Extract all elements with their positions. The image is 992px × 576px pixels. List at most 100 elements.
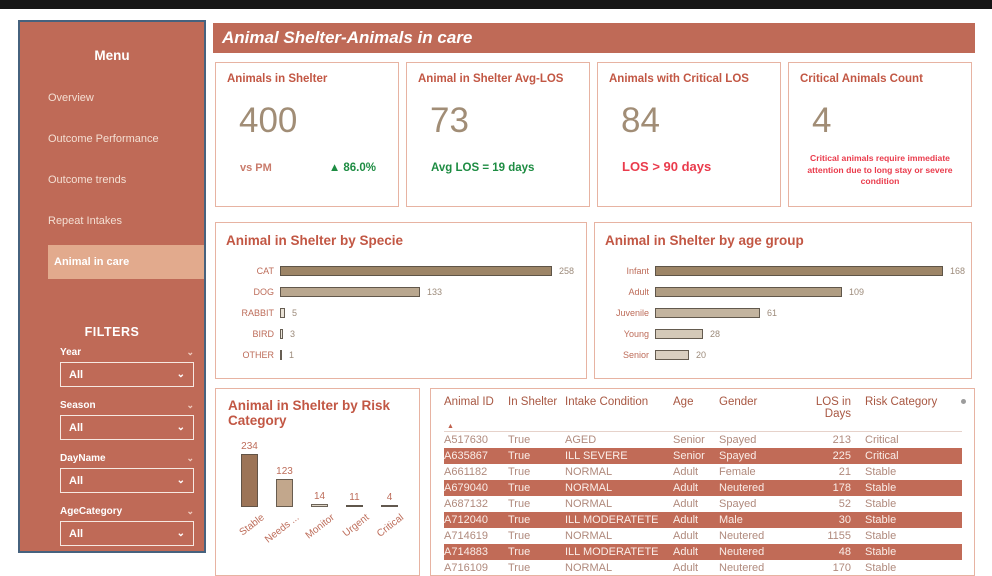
table-cell: True xyxy=(508,562,531,574)
chart-title-specie: Animal in Shelter by Specie xyxy=(226,233,404,248)
chart-title-age-group: Animal in Shelter by age group xyxy=(605,233,804,248)
sidebar-item-outcome-trends[interactable]: Outcome trends xyxy=(48,174,127,186)
bar-value-label: 28 xyxy=(710,328,721,339)
chevron-down-icon[interactable]: ⌄ xyxy=(186,347,194,357)
column-header-risk-category[interactable]: Risk Category xyxy=(865,396,938,408)
bar xyxy=(655,265,943,276)
table-cell: ILL MODERATETE xyxy=(565,514,659,526)
table-cell: Stable xyxy=(865,466,897,478)
filter-label-row-year: Year ⌄ xyxy=(60,347,194,358)
bar-row-cat[interactable]: CAT 258 xyxy=(226,260,576,281)
column-header-gender[interactable]: Gender xyxy=(719,396,758,408)
filter-label: Year xyxy=(60,347,82,358)
bar xyxy=(280,286,420,297)
bar-row-infant[interactable]: Infant 168 xyxy=(605,260,965,281)
filter-label-row-agecategory: AgeCategory ⌄ xyxy=(60,506,194,517)
bar-category-label: Juvenile xyxy=(615,307,649,318)
column-bar xyxy=(241,454,258,507)
bar-value-label: 133 xyxy=(427,286,443,297)
table-row[interactable]: A714619 True NORMAL Adult Neutered 1155 Stable xyxy=(444,528,962,544)
table-cell: 52 xyxy=(838,498,851,510)
bar-value-label: 168 xyxy=(950,265,966,276)
sidebar-item-outcome-performance[interactable]: Outcome Performance xyxy=(48,133,159,145)
table-row[interactable]: A714883 True ILL MODERATETE Adult Neutered 48… xyxy=(444,544,962,560)
table-row[interactable]: A712040 True ILL MODERATETE Adult Male 30 Stab… xyxy=(444,512,962,528)
chevron-down-icon: ⌄ xyxy=(176,369,185,380)
filter-dropdown-agecategory[interactable]: All ⌄ xyxy=(60,521,194,546)
table-cell: A687132 xyxy=(444,498,489,510)
risk-axis-label: Monitor xyxy=(303,512,337,542)
filter-label-row-season: Season ⌄ xyxy=(60,400,194,411)
table-cell: Spayed xyxy=(719,434,757,446)
kpi-card-critical-animals-count: Critical Animals Count 4 Critical animals … xyxy=(788,62,972,207)
chevron-down-icon[interactable]: ⌄ xyxy=(186,453,194,463)
risk-column-monitor[interactable]: 14 xyxy=(302,491,337,507)
chevron-down-icon[interactable]: ⌄ xyxy=(186,506,194,516)
report-title-bar: Animal Shelter-Animals in care xyxy=(213,23,975,53)
sidebar-item-overview[interactable]: Overview xyxy=(48,92,94,104)
bar-row-other[interactable]: OTHER 1 xyxy=(226,344,576,365)
kpi-note: Critical animals require immediate atten… xyxy=(807,153,953,187)
bar-row-dog[interactable]: DOG 133 xyxy=(226,281,576,302)
table-cell: Neutered xyxy=(719,546,765,558)
bar-row-young[interactable]: Young 28 xyxy=(605,323,961,344)
table-cell: Stable xyxy=(865,482,897,494)
table-cell: 48 xyxy=(838,546,851,558)
table-row[interactable]: A679040 True NORMAL Adult Neutered 178 Stable xyxy=(444,480,962,496)
bar-row-senior[interactable]: Senior 20 xyxy=(605,344,961,365)
bar-row-rabbit[interactable]: RABBIT 5 xyxy=(226,302,576,323)
sidebar-item-repeat-intakes[interactable]: Repeat Intakes xyxy=(48,215,122,227)
bar-row-juvenile[interactable]: Juvenile 61 xyxy=(605,302,961,323)
risk-axis-label-slot: Needs ... xyxy=(263,507,302,549)
chart-title-risk-category: Animal in Shelter by Risk Category xyxy=(228,398,391,428)
column-header-intake-condition[interactable]: Intake Condition xyxy=(565,396,649,408)
kpi-footer: vs PM ▲ 86.0% xyxy=(216,162,398,174)
table-row[interactable]: A716109 True NORMAL Adult Neutered 170 Stable xyxy=(444,560,962,575)
chart-card-risk-category: Animal in Shelter by Risk Category 234 12… xyxy=(215,388,420,576)
bar-row-bird[interactable]: BIRD 3 xyxy=(226,323,576,344)
age-group-bar-chart: Infant 168 Adult 109 Juvenile 61 Young 28 Senior… xyxy=(605,260,965,365)
column-header-animal-id[interactable]: Animal ID xyxy=(444,396,494,408)
bar-row-adult[interactable]: Adult 109 xyxy=(605,281,961,302)
filter-label: DayName xyxy=(60,453,106,464)
table-cell: A714883 xyxy=(444,546,489,558)
table-cell: ILL MODERATETE xyxy=(565,546,659,558)
table-row[interactable]: A687132 True NORMAL Adult Spayed 52 Stable xyxy=(444,496,962,512)
table-cell: Adult xyxy=(673,546,699,558)
risk-column-critical[interactable]: 4 xyxy=(372,492,407,507)
kpi-footer: LOS > 90 days xyxy=(598,159,780,174)
kpi-title: Animals in Shelter xyxy=(227,73,328,85)
filter-dropdown-dayname[interactable]: All ⌄ xyxy=(60,468,194,493)
sidebar: Menu Overview Outcome Performance Outcome … xyxy=(18,20,206,553)
menu-items: Overview Outcome Performance Outcome trend… xyxy=(20,81,204,279)
kpi-footer-text: vs PM xyxy=(240,162,272,174)
menu-title: Menu xyxy=(94,48,130,63)
bar-value-label: 20 xyxy=(696,349,707,360)
chevron-down-icon: ⌄ xyxy=(176,528,185,539)
kpi-card-animal-in-shelter-avg-los: Animal in Shelter Avg-LOS 73 Avg LOS = 19 … xyxy=(406,62,590,207)
bar xyxy=(655,328,703,339)
bar-category-label: Adult xyxy=(628,286,649,297)
table-cell: Adult xyxy=(673,530,699,542)
filter-label: AgeCategory xyxy=(60,506,123,517)
column-header-los-in-days[interactable]: LOS in Days xyxy=(815,396,851,420)
bar-value-label: 5 xyxy=(292,307,298,318)
table-row[interactable]: A517630 True AGED Senior Spayed 213 Critical xyxy=(444,432,962,448)
table-cell: Senior xyxy=(673,434,705,446)
table-cell: 225 xyxy=(832,450,851,462)
sidebar-item-animal-in-care[interactable]: Animal in care xyxy=(48,245,204,279)
chevron-down-icon[interactable]: ⌄ xyxy=(186,400,194,410)
risk-column-needs[interactable]: 123 xyxy=(267,466,302,507)
kpi-title: Critical Animals Count xyxy=(800,73,923,85)
risk-column-urgent[interactable]: 11 xyxy=(337,492,372,507)
filter-dropdown-season[interactable]: All ⌄ xyxy=(60,415,194,440)
filter-dropdown-year[interactable]: All ⌄ xyxy=(60,362,194,387)
scrollbar-thumb[interactable] xyxy=(961,399,966,404)
column-header-in-shelter[interactable]: In Shelter xyxy=(508,396,558,408)
table-cell: NORMAL xyxy=(565,530,613,542)
risk-column-stable[interactable]: 234 xyxy=(232,441,267,507)
table-cell: A635867 xyxy=(444,450,489,462)
table-row[interactable]: A635867 True ILL SEVERE Senior Spayed 225 Crit… xyxy=(444,448,962,464)
column-header-age[interactable]: Age xyxy=(673,396,694,408)
table-row[interactable]: A661182 True NORMAL Adult Female 21 Stable xyxy=(444,464,962,480)
